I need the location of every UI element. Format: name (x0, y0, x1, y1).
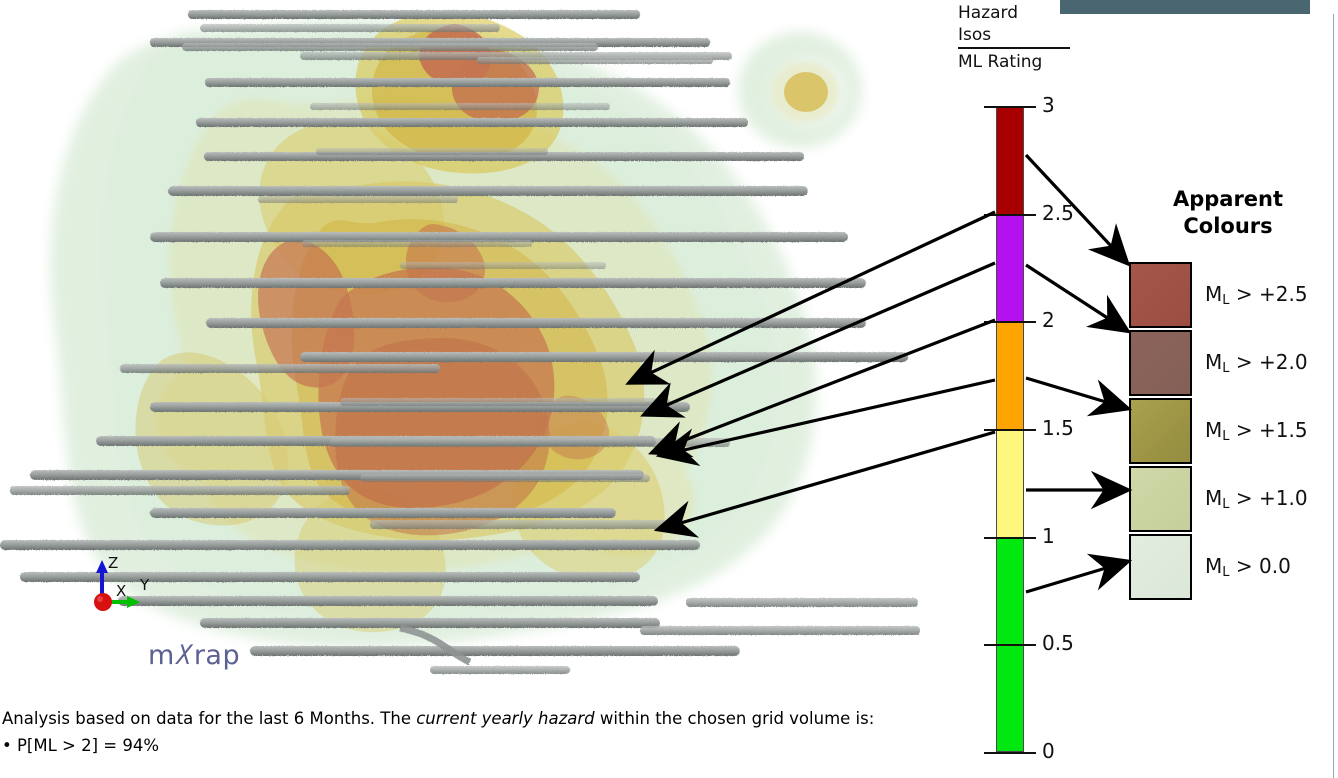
3d-viewport[interactable]: Z X Y mXrap (0, 0, 950, 700)
axis-label-z: Z (108, 554, 119, 572)
arrow-group-to-swatch (1024, 153, 1133, 594)
colorbar-band-2.5-3 (997, 107, 1023, 215)
colorbar-tick-label-0: 0 (1042, 739, 1055, 763)
colorbar-tick-2.5 (984, 213, 1036, 216)
colorbar-tick-0 (984, 752, 1036, 754)
colorbar-tick-label-0.5: 0.5 (1042, 631, 1074, 656)
colorbar-tick-label-2: 2 (1042, 308, 1055, 333)
axis-label-y: Y (140, 576, 150, 594)
colorbar-heading-line2: Isos (958, 25, 992, 45)
colorbar-tick-label-3: 3 (1042, 93, 1055, 117)
colorbar-tick-label-1.5: 1.5 (1042, 416, 1074, 440)
apparent-colour-label-1: ML > +2.0 (1205, 350, 1308, 376)
apparent-colours-title: Apparent Colours (1140, 186, 1316, 240)
colorbar-tick-0.5 (984, 644, 1036, 647)
apparent-colour-swatch-0[interactable] (1129, 262, 1192, 328)
axis-triad: Z X Y (84, 554, 214, 616)
apparent-colour-swatch-4[interactable] (1129, 534, 1192, 600)
colorbar-tick-label-1: 1 (1042, 523, 1055, 548)
apparent-colour-label-4: ML > 0.0 (1205, 554, 1291, 580)
caption-line1-a: Analysis based on data for the last 6 Mo… (2, 709, 417, 728)
colorbar-band-1-1.5 (997, 429, 1023, 538)
apparent-colour-label-2: ML > +1.5 (1205, 418, 1308, 444)
logo-text-x: X (175, 640, 194, 671)
arrow-to-swatch-2-0 (1025, 263, 1132, 334)
apparent-colour-swatch-2[interactable] (1129, 398, 1192, 464)
caption-bullet-1: • P[ML > 2] = 94% (2, 736, 160, 755)
caption-line1-italic: current yearly hazard (416, 709, 595, 728)
apparent-colours-title-line2: Colours (1183, 214, 1273, 238)
colorbar-tick-1 (984, 536, 1036, 539)
colorbar-band-0-1 (997, 537, 1023, 751)
colorbar-tick-2 (984, 321, 1036, 324)
colorbar-heading-rule (958, 47, 1070, 49)
apparent-colour-label-0: ML > +2.5 (1205, 282, 1308, 308)
apparent-colour-label-3: ML > +1.0 (1205, 486, 1308, 512)
hazard-colorbar[interactable] (996, 106, 1024, 752)
apparent-colours-title-line1: Apparent (1172, 187, 1284, 211)
axis-label-x: X (116, 582, 127, 600)
colorbar-band-1.5-2 (997, 322, 1023, 430)
colorbar-tick-label-2.5: 2.5 (1042, 200, 1074, 225)
colorbar-subheading: ML Rating (958, 52, 1043, 72)
logo-text-before: m (148, 640, 175, 671)
arrow-to-swatch-2-5 (1024, 153, 1131, 267)
apparent-colour-swatch-1[interactable] (1129, 330, 1192, 396)
colorbar-band-2-2.5 (997, 214, 1023, 323)
arrow-to-swatch-1-5 (1025, 376, 1133, 417)
logo-text-after: rap (193, 640, 241, 671)
caption-line1-b: within the chosen grid volume is: (594, 709, 875, 728)
colorbar-heading: Hazard Isos ML Rating (958, 2, 1078, 73)
right-edge-divider (1333, 14, 1334, 778)
accent-band (1060, 0, 1310, 14)
arrow-to-swatch-0-0 (1025, 553, 1133, 594)
colorbar-tick-3 (984, 106, 1036, 108)
colorbar-heading-line1: Hazard (958, 3, 1019, 23)
caption-block: Analysis based on data for the last 6 Mo… (2, 706, 952, 758)
mxrap-logo: mXrap (148, 640, 240, 671)
apparent-colour-swatch-3[interactable] (1129, 466, 1192, 532)
colorbar-tick-1.5 (984, 429, 1036, 431)
